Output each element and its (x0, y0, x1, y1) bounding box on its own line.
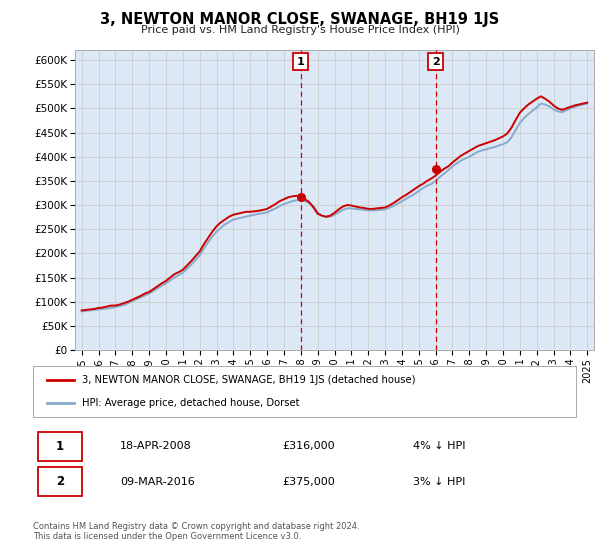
FancyBboxPatch shape (38, 432, 82, 461)
Text: 09-MAR-2016: 09-MAR-2016 (120, 477, 194, 487)
Text: 2: 2 (56, 475, 64, 488)
Text: £375,000: £375,000 (283, 477, 335, 487)
Text: 3% ↓ HPI: 3% ↓ HPI (413, 477, 466, 487)
Text: Contains HM Land Registry data © Crown copyright and database right 2024.
This d: Contains HM Land Registry data © Crown c… (33, 522, 359, 542)
FancyBboxPatch shape (38, 468, 82, 496)
Text: HPI: Average price, detached house, Dorset: HPI: Average price, detached house, Dors… (82, 398, 299, 408)
Text: 3, NEWTON MANOR CLOSE, SWANAGE, BH19 1JS (detached house): 3, NEWTON MANOR CLOSE, SWANAGE, BH19 1JS… (82, 375, 415, 385)
Text: 1: 1 (56, 440, 64, 453)
Text: 18-APR-2008: 18-APR-2008 (120, 441, 191, 451)
Text: Price paid vs. HM Land Registry's House Price Index (HPI): Price paid vs. HM Land Registry's House … (140, 25, 460, 35)
Text: 4% ↓ HPI: 4% ↓ HPI (413, 441, 466, 451)
Text: 1: 1 (297, 57, 305, 67)
Text: £316,000: £316,000 (283, 441, 335, 451)
Text: 3, NEWTON MANOR CLOSE, SWANAGE, BH19 1JS: 3, NEWTON MANOR CLOSE, SWANAGE, BH19 1JS (100, 12, 500, 27)
Text: 2: 2 (432, 57, 439, 67)
